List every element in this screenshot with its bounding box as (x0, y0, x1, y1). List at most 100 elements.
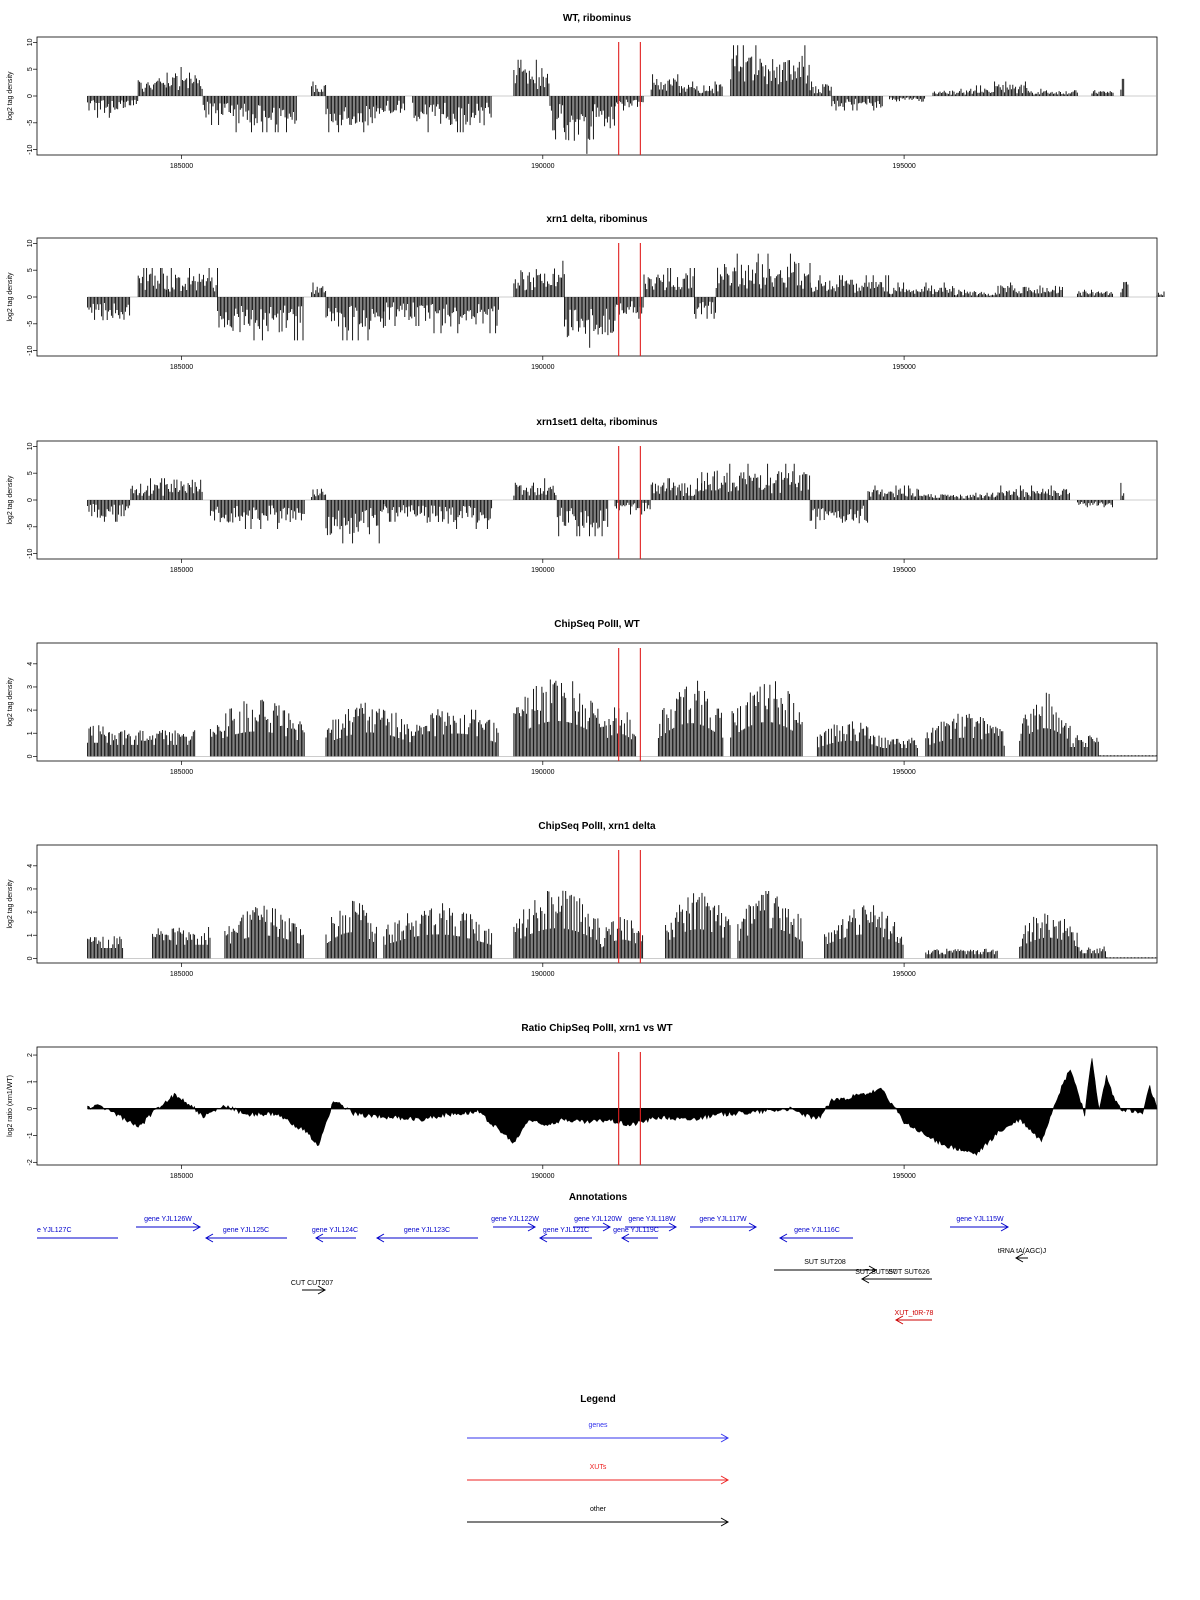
signal-block (564, 96, 593, 154)
y-axis-label: log2 tag density (7, 475, 14, 525)
panel-title: xrn1set1 delta, ribominus (536, 417, 658, 428)
feature-annotation: gene YJL121C (538, 1227, 592, 1243)
track-panel-4: ChipSeq PolII, WT 0 1 2 3 4 log2 tag density 18… (7, 619, 1158, 776)
y-axis-label: log2 ratio (xrn1/WT) (7, 1075, 14, 1137)
track-panel-1: WT, ribominus -10 -5 0 5 10 log2 tag density 18… (7, 13, 1158, 170)
arrow-head-icon (527, 1222, 537, 1232)
y-axis-label: log2 tag density (7, 71, 14, 121)
feature-annotation: gene YJL116C (778, 1227, 853, 1243)
signal-block (209, 500, 305, 529)
signal-block (918, 492, 998, 500)
feature-label: XUT_t0R-78 (895, 1310, 934, 1317)
y-tick-label: 2 (27, 910, 34, 914)
track-panel-2: xrn1 delta, ribominus -10 -5 0 5 10 log2 tag d… (7, 214, 1165, 371)
feature-annotation: gene YJL119C (613, 1227, 659, 1243)
panel-title: ChipSeq PolII, xrn1 delta (538, 821, 656, 832)
y-tick-label: 1 (27, 731, 34, 735)
y-axis-label: log2 tag density (7, 677, 14, 727)
signal-block (737, 891, 803, 959)
signal-block (166, 479, 203, 500)
signal-block (1019, 692, 1071, 757)
signal-block (600, 707, 637, 757)
arrow-head-icon (192, 1222, 202, 1232)
signal-block (889, 282, 955, 297)
x-tick-label: 185000 (170, 1173, 193, 1180)
signal-block (1069, 735, 1099, 757)
signal-block (809, 81, 832, 96)
feature-label: SUT SUT208 (804, 1259, 846, 1266)
y-tick-label: 10 (27, 239, 34, 247)
arrow-head-icon (778, 1233, 788, 1243)
signal-block (824, 905, 904, 959)
signal-block (679, 81, 723, 96)
signal-block (87, 96, 96, 111)
panel-title: ChipSeq PolII, WT (554, 619, 640, 630)
signal-block (600, 917, 644, 959)
signal-block (325, 96, 377, 133)
signal-block (311, 488, 327, 500)
signal-block (556, 500, 609, 537)
y-tick-label: 0 (27, 498, 34, 502)
signal-block (997, 485, 1070, 500)
x-tick-label: 195000 (892, 163, 915, 170)
signal-block (975, 81, 1028, 96)
y-axis-label: log2 tag density (7, 879, 14, 929)
signal-block (665, 892, 731, 959)
signal-block (383, 500, 427, 522)
legend-panel: Legend genes XUTs other (467, 1394, 730, 1527)
signal-block (1120, 482, 1125, 500)
feature-annotation: gene YJL126W (136, 1216, 202, 1232)
arrow-head-icon (538, 1233, 548, 1243)
feature-label: gene YJL126W (144, 1216, 192, 1223)
annotations-panel: Annotations e YJL127C gene YJL126W gene YJL… (37, 1192, 1046, 1325)
y-tick-label: 10 (27, 38, 34, 46)
signal-block (376, 96, 406, 114)
signal-block (426, 500, 493, 529)
feature-label: gene YJL124C (312, 1227, 358, 1234)
signal-block (997, 282, 1063, 297)
signal-block (925, 713, 1005, 757)
signal-block (564, 297, 616, 348)
x-tick-label: 190000 (531, 163, 554, 170)
signal-block (715, 253, 811, 297)
legend-label: genes (588, 1422, 608, 1429)
annotations-title: Annotations (569, 1192, 628, 1203)
feature-annotation: gene YJL122W (491, 1216, 539, 1232)
legend-item: other (467, 1506, 730, 1527)
signal-block (325, 702, 412, 757)
y-tick-label: -2 (27, 1159, 34, 1165)
arrow-head-icon (720, 1433, 730, 1443)
feature-annotation: XUT_t0R-78 (895, 1310, 934, 1325)
feature-label: gene YJL122W (491, 1216, 539, 1223)
y-tick-label: 0 (27, 94, 34, 98)
y-tick-label: 4 (27, 662, 34, 666)
panel-title: WT, ribominus (563, 13, 632, 24)
signal-block (932, 88, 976, 96)
signal-block (1026, 88, 1078, 96)
feature-annotation: tRNA tA(AGC)J (998, 1248, 1046, 1263)
feature-label: SUT SUT557 (855, 1269, 897, 1276)
signal-block (166, 268, 218, 297)
y-tick-label: 5 (27, 471, 34, 475)
x-tick-label: 185000 (170, 769, 193, 776)
y-tick-label: 5 (27, 67, 34, 71)
x-tick-label: 185000 (170, 163, 193, 170)
x-tick-label: 190000 (531, 1173, 554, 1180)
y-tick-label: 5 (27, 268, 34, 272)
signal-block (1077, 289, 1113, 297)
y-tick-label: -5 (27, 120, 34, 126)
signal-block (650, 478, 703, 500)
signal-block (87, 936, 124, 959)
x-tick-label: 190000 (531, 567, 554, 574)
panel-title: Ratio ChipSeq PolII, xrn1 vs WT (521, 1023, 672, 1034)
feature-annotation: gene YJL125C (204, 1227, 287, 1243)
x-tick-label: 195000 (892, 971, 915, 978)
arrow-head-icon (748, 1222, 758, 1232)
feature-annotation: gene YJL117W (690, 1216, 758, 1232)
x-tick-label: 195000 (892, 567, 915, 574)
legend-item: XUTs (467, 1464, 730, 1485)
feature-annotation: gene YJL120W (573, 1216, 622, 1232)
y-tick-label: 10 (27, 442, 34, 450)
feature-label: gene YJL121C (543, 1227, 589, 1234)
